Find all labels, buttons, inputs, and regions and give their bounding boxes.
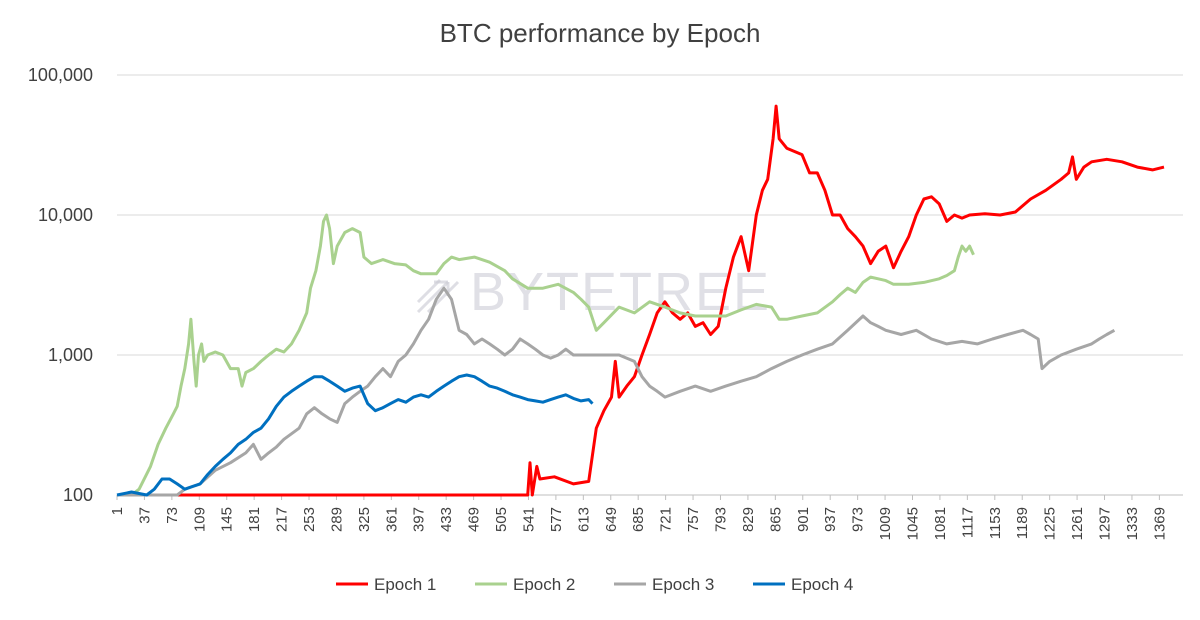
legend: Epoch 1 Epoch 2 Epoch 3 Epoch 4 [336, 575, 853, 594]
x-tick-label: 469 [466, 507, 483, 532]
x-tick-label: 937 [822, 507, 839, 532]
series-line-epoch-4 [116, 373, 594, 497]
x-axis-ticks: 1 37 73 109 145 181 217 253 289 325 361 397 433 469 50… [109, 495, 1168, 540]
x-tick-label: 1117 [959, 507, 976, 538]
x-tick-label: 1225 [1042, 507, 1059, 540]
x-tick-label: 1009 [877, 507, 894, 540]
x-tick-label: 37 [136, 507, 153, 524]
x-tick-label: 505 [493, 507, 510, 532]
x-tick-label: 757 [685, 507, 702, 532]
legend-label: Epoch 2 [513, 575, 575, 594]
x-tick-label: 361 [383, 507, 400, 532]
x-tick-label: 649 [603, 507, 620, 532]
legend-label: Epoch 3 [652, 575, 714, 594]
series-line-epoch-3 [117, 286, 1116, 497]
x-tick-label: 1333 [1124, 507, 1141, 540]
legend-label: Epoch 1 [374, 575, 436, 594]
series-line-epoch-1 [117, 104, 1165, 497]
watermark: BYTETREE [416, 262, 771, 322]
x-tick-label: 793 [712, 507, 729, 532]
x-tick-label: 253 [301, 507, 318, 532]
x-tick-label: 397 [411, 507, 428, 532]
x-tick-label: 1369 [1151, 507, 1168, 540]
x-tick-label: 1081 [932, 507, 949, 540]
x-tick-label: 973 [850, 507, 867, 532]
chart-title: BTC performance by Epoch [440, 18, 761, 48]
x-tick-label: 145 [219, 507, 236, 532]
x-tick-label: 685 [630, 507, 647, 532]
x-tick-label: 577 [548, 507, 565, 532]
x-tick-label: 1261 [1069, 507, 1086, 540]
x-tick-label: 1045 [904, 507, 921, 540]
x-tick-label: 1189 [1014, 507, 1031, 539]
x-tick-label: 325 [356, 507, 373, 532]
x-tick-label: 865 [767, 507, 784, 532]
y-tick-label: 10,000 [38, 205, 93, 225]
x-tick-label: 217 [274, 507, 291, 532]
x-tick-label: 433 [438, 507, 455, 532]
y-tick-label: 100,000 [28, 65, 93, 85]
x-tick-label: 181 [246, 507, 263, 532]
x-tick-label: 1297 [1097, 507, 1114, 540]
x-tick-label: 73 [164, 507, 181, 524]
x-tick-label: 1153 [987, 507, 1004, 539]
series-line-epoch-2 [117, 213, 975, 497]
x-tick-label: 1 [109, 507, 126, 515]
watermark-text: BYTETREE [470, 262, 771, 322]
x-tick-label: 613 [575, 507, 592, 532]
series-lines [116, 104, 1165, 497]
x-tick-label: 289 [328, 507, 345, 532]
y-tick-label: 1,000 [48, 345, 93, 365]
x-tick-label: 901 [795, 507, 812, 532]
y-tick-label: 100 [63, 485, 93, 505]
x-tick-label: 721 [658, 507, 675, 532]
x-tick-label: 829 [740, 507, 757, 532]
x-tick-label: 109 [191, 507, 208, 532]
y-axis-ticks: 100 1,000 10,000 100,000 [28, 65, 93, 505]
legend-label: Epoch 4 [791, 575, 853, 594]
x-tick-label: 541 [520, 507, 537, 532]
